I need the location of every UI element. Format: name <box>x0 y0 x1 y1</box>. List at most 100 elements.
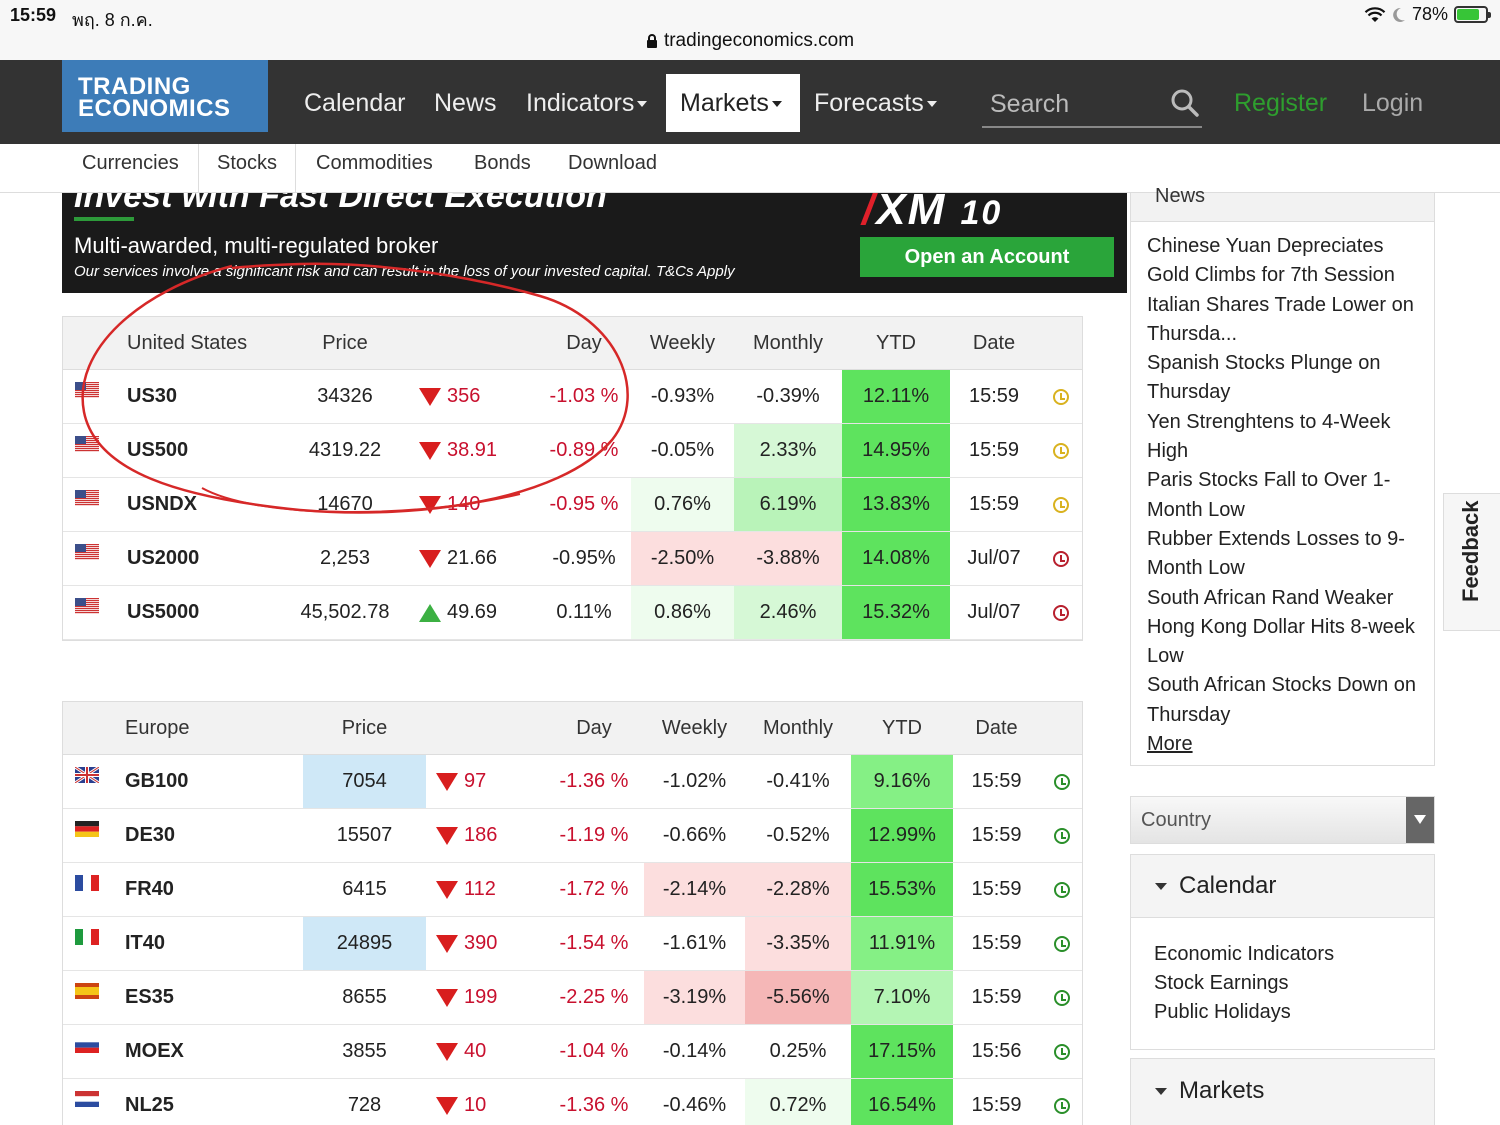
news-item[interactable]: Thursda... <box>1147 322 1238 345</box>
table-row[interactable]: US30 34326 356 -1.03 % -0.93% -0.39% 12.11% 15:… <box>63 370 1082 424</box>
calendar-panel-header[interactable]: Calendar <box>1130 854 1435 918</box>
day-cell: -1.36 % <box>559 1094 629 1116</box>
down-arrow-icon <box>436 1042 458 1061</box>
news-item[interactable]: Thursday <box>1147 381 1231 404</box>
change-cell: 199 <box>426 971 544 1024</box>
news-item[interactable]: Paris Stocks Fall to Over 1- <box>1147 469 1391 492</box>
symbol-cell[interactable]: US5000 <box>127 601 200 623</box>
news-item[interactable]: Gold Climbs for 7th Session <box>1147 264 1395 287</box>
symbol-cell[interactable]: ES35 <box>125 986 174 1008</box>
nav-calendar[interactable]: Calendar <box>290 74 419 132</box>
calendar-link-public-holidays[interactable]: Public Holidays <box>1154 1001 1291 1023</box>
search-input[interactable]: Search <box>982 80 1202 128</box>
subnav-download[interactable]: Download <box>568 152 657 174</box>
column-header[interactable]: Day <box>566 331 602 354</box>
column-header[interactable]: Weekly <box>649 331 716 354</box>
nav-news[interactable]: News <box>420 74 511 132</box>
login-link[interactable]: Login <box>1362 89 1424 117</box>
news-more-link[interactable]: More <box>1147 733 1193 756</box>
weekly-cell: -2.50% <box>631 532 734 585</box>
column-header[interactable]: Price <box>341 716 388 739</box>
column-header[interactable]: YTD <box>882 716 922 739</box>
feedback-tab[interactable]: Feedback <box>1443 493 1500 631</box>
status-cell <box>1040 863 1084 916</box>
news-item[interactable]: High <box>1147 440 1189 463</box>
column-header[interactable]: Date <box>975 716 1018 739</box>
column-header[interactable]: Date <box>972 331 1016 354</box>
news-item[interactable]: Yen Strenghtens to 4-Week <box>1147 410 1391 433</box>
subnav-bonds[interactable]: Bonds <box>474 152 531 174</box>
markets-panel-header[interactable]: Markets <box>1130 1058 1435 1125</box>
down-arrow-icon <box>436 880 458 899</box>
table-row[interactable]: USNDX 14670 140 -0.95 % 0.76% 6.19% 13.83% 15:5… <box>63 478 1082 532</box>
subnav-currencies[interactable]: Currencies <box>82 152 179 174</box>
nav-markets[interactable]: Markets <box>666 74 800 132</box>
monthly-cell: -0.41% <box>766 770 830 792</box>
column-header[interactable]: YTD <box>876 331 916 354</box>
change-cell: 112 <box>426 863 544 916</box>
symbol-cell[interactable]: US2000 <box>127 547 200 569</box>
column-header[interactable]: Day <box>576 716 612 739</box>
news-item[interactable]: Rubber Extends Losses to 9- <box>1147 527 1405 550</box>
day-cell: -1.19 % <box>559 824 629 846</box>
monthly-cell: 0.25% <box>769 1040 827 1062</box>
clock-icon <box>1053 388 1069 405</box>
column-header[interactable]: Price <box>322 331 368 354</box>
address-bar[interactable]: tradingeconomics.com <box>0 30 1500 60</box>
open-account-button[interactable]: Open an Account <box>860 237 1114 277</box>
news-item[interactable]: Month Low <box>1147 557 1245 580</box>
table-row[interactable]: ES35 8655 199 -2.25 % -3.19% -5.56% 7.10% 15:59 <box>63 971 1082 1025</box>
subnav-stocks[interactable]: Stocks <box>198 144 297 192</box>
change-cell: 10 <box>426 1079 544 1125</box>
symbol-cell[interactable]: NL25 <box>125 1094 174 1116</box>
nav-indicators[interactable]: Indicators <box>512 74 661 132</box>
calendar-link-economic-indicators[interactable]: Economic Indicators <box>1154 943 1335 965</box>
down-arrow-icon <box>436 1096 458 1115</box>
table-row[interactable]: US2000 2,253 21.66 -0.95% -2.50% -3.88% 14.08%… <box>63 532 1082 586</box>
symbol-cell[interactable]: GB100 <box>125 770 189 792</box>
table-row[interactable]: DE30 15507 186 -1.19 % -0.66% -0.52% 12.99% 15:… <box>63 809 1082 863</box>
news-item[interactable]: Italian Shares Trade Lower on <box>1147 293 1414 316</box>
symbol-cell[interactable]: FR40 <box>125 878 174 900</box>
search-icon[interactable] <box>1170 88 1200 118</box>
column-header[interactable]: Monthly <box>752 331 824 354</box>
day-cell: -0.95 % <box>549 493 619 515</box>
ad-banner[interactable]: Invest with Fast Direct Execution Multi-… <box>62 193 1127 293</box>
change-value: 10 <box>464 1094 487 1116</box>
chevron-down-icon <box>771 101 782 108</box>
date-cell: 15:59 <box>971 824 1022 846</box>
site-logo[interactable]: TRADING ECONOMICS <box>62 60 268 132</box>
chevron-down-icon[interactable] <box>1406 797 1434 843</box>
table-row[interactable]: NL25 728 10 -1.36 % -0.46% 0.72% 16.54% 15:59 <box>63 1079 1082 1125</box>
subnav-commodities[interactable]: Commodities <box>316 152 433 174</box>
nav-indicators-label: Indicators <box>526 89 635 117</box>
column-header[interactable]: Monthly <box>762 716 834 739</box>
register-link[interactable]: Register <box>1234 89 1328 117</box>
ytd-cell: 14.08% <box>842 532 950 585</box>
nav-markets-label: Markets <box>680 89 769 117</box>
column-header[interactable]: Weekly <box>661 716 728 739</box>
symbol-cell[interactable]: DE30 <box>125 824 176 846</box>
table-row[interactable]: US500 4319.22 38.91 -0.89 % -0.05% 2.33% 14.95… <box>63 424 1082 478</box>
table-row[interactable]: US5000 45,502.78 49.69 0.11% 0.86% 2.46% 15.32… <box>63 586 1082 640</box>
news-item[interactable]: Spanish Stocks Plunge on <box>1147 352 1381 375</box>
day-cell: -1.03 % <box>549 385 619 407</box>
symbol-cell[interactable]: IT40 <box>125 932 166 954</box>
news-item[interactable]: South African Rand Weaker <box>1147 586 1394 609</box>
news-item[interactable]: Thursday <box>1147 703 1231 726</box>
news-item[interactable]: Chinese Yuan Depreciates <box>1147 235 1384 257</box>
weekly-cell: -0.05% <box>650 439 715 461</box>
country-select[interactable]: Country <box>1130 796 1435 844</box>
nav-forecasts[interactable]: Forecasts <box>800 74 951 132</box>
table-row[interactable]: GB100 7054 97 -1.36 % -1.02% -0.41% 9.16% 15:59 <box>63 755 1082 809</box>
news-item[interactable]: South African Stocks Down on <box>1147 674 1417 697</box>
news-item[interactable]: Hong Kong Dollar Hits 8-week <box>1147 615 1415 638</box>
table-row[interactable]: IT40 24895 390 -1.54 % -1.61% -3.35% 11.91% 15:… <box>63 917 1082 971</box>
calendar-link-stock-earnings[interactable]: Stock Earnings <box>1154 972 1289 994</box>
table-row[interactable]: FR40 6415 112 -1.72 % -2.14% -2.28% 15.53% 15:5… <box>63 863 1082 917</box>
weekly-cell: -0.14% <box>662 1040 727 1062</box>
table-row[interactable]: MOEX 3855 40 -1.04 % -0.14% 0.25% 17.15% 15:56 <box>63 1025 1082 1079</box>
news-item[interactable]: Low <box>1147 645 1184 668</box>
symbol-cell[interactable]: MOEX <box>125 1040 184 1062</box>
news-item[interactable]: Month Low <box>1147 498 1245 521</box>
